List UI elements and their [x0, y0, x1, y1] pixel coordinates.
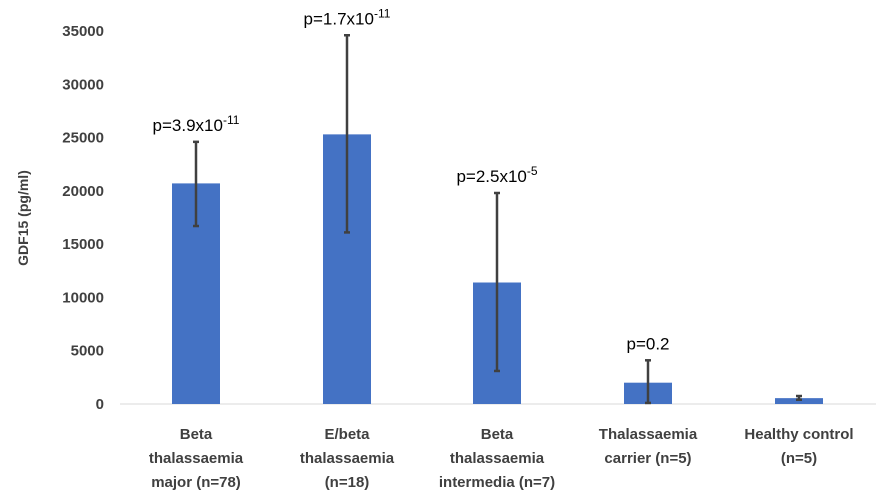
- annotations: p=3.9x10-11p=1.7x10-11p=2.5x10-5p=0.2: [153, 6, 670, 353]
- category-labels: Beta thalassaemia major (n=78) E/beta thalas…: [149, 426, 854, 491]
- category-label: (n=5): [781, 450, 817, 467]
- category-label: Thalassaemia: [599, 426, 698, 443]
- p-value-exponent: -5: [527, 164, 538, 178]
- category-label: Beta: [481, 426, 514, 443]
- p-value-base: p=2.5x10: [456, 167, 526, 186]
- category-label: thalassaemia: [149, 450, 244, 467]
- p-value-annotation: p=3.9x10-11: [153, 113, 240, 135]
- p-value-base: p=1.7x10: [304, 9, 374, 28]
- category-label: intermedia (n=7): [439, 474, 555, 491]
- category-label: E/beta: [324, 426, 370, 443]
- error-bar: [344, 34, 350, 234]
- category-label: Beta: [180, 426, 213, 443]
- p-value-exponent: -11: [374, 6, 391, 20]
- y-tick-label: 20000: [62, 183, 104, 200]
- y-tick-label: 25000: [62, 130, 104, 147]
- y-tick-label: 10000: [62, 289, 104, 306]
- y-axis: 0 5000 10000 15000 20000 25000 30000 35000: [62, 23, 104, 413]
- category-label: thalassaemia: [300, 450, 395, 467]
- category-label: carrier (n=5): [604, 450, 691, 467]
- category-label: (n=18): [325, 474, 370, 491]
- p-value-base: p=3.9x10: [153, 116, 223, 135]
- error-bar: [193, 140, 199, 228]
- error-bar: [494, 191, 500, 373]
- category-label: thalassaemia: [450, 450, 545, 467]
- y-tick-label: 5000: [71, 343, 104, 360]
- y-tick-label: 35000: [62, 23, 104, 40]
- category-label: major (n=78): [151, 474, 241, 491]
- bar: [775, 398, 823, 404]
- y-tick-label: 15000: [62, 236, 104, 253]
- p-value-base: p=0.2: [626, 334, 669, 353]
- p-value-annotation: p=1.7x10-11: [304, 6, 391, 28]
- y-tick-label: 30000: [62, 76, 104, 93]
- category-label: Healthy control: [744, 426, 853, 443]
- y-tick-label: 0: [96, 396, 104, 413]
- error-bar: [796, 394, 802, 401]
- y-axis-label: GDF15 (pg/ml): [15, 170, 31, 266]
- error-bar: [645, 359, 651, 405]
- p-value-annotation: p=0.2: [626, 334, 669, 353]
- error-bars: [193, 34, 802, 405]
- p-value-exponent: -11: [223, 113, 240, 127]
- p-value-annotation: p=2.5x10-5: [456, 164, 537, 186]
